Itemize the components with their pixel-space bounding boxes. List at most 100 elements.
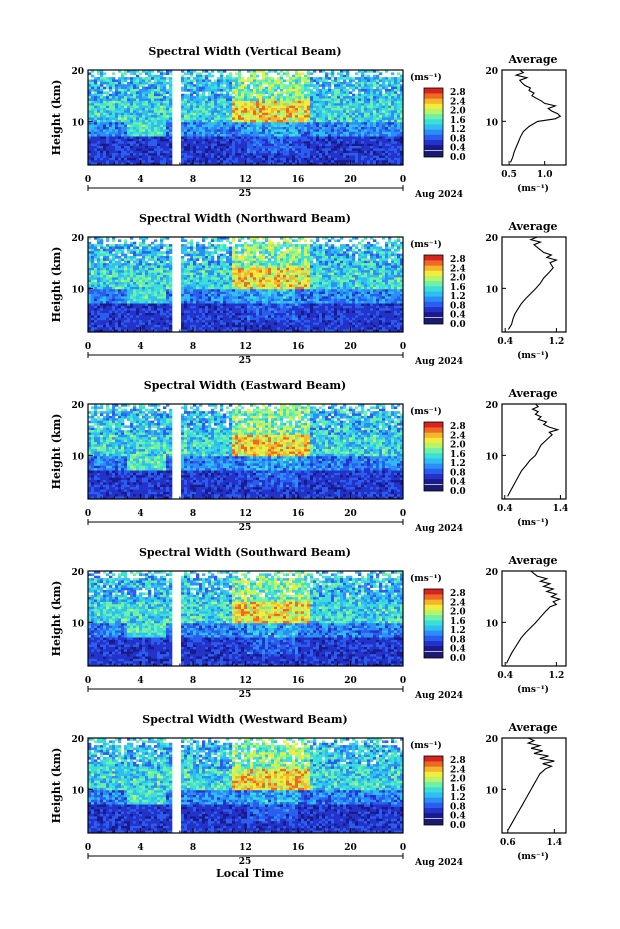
heatmap-cell	[220, 115, 224, 118]
heatmap-cell	[94, 91, 98, 95]
heatmap-cell	[397, 124, 401, 128]
heatmap-cell	[298, 105, 302, 109]
heatmap-cell	[313, 162, 317, 166]
heatmap-cell	[106, 310, 110, 314]
heatmap-cell	[247, 89, 251, 92]
heatmap-cell	[277, 86, 281, 90]
heatmap-cell	[253, 117, 257, 121]
heatmap-cell	[94, 244, 98, 247]
heatmap-cell	[274, 89, 278, 92]
heatmap-cell	[124, 150, 128, 154]
heatmap-cell	[106, 305, 110, 309]
heatmap-cell	[163, 317, 167, 321]
heatmap-cell	[298, 72, 302, 76]
heatmap-cell	[382, 117, 386, 121]
heatmap-cell	[301, 119, 305, 123]
heatmap-cell	[364, 96, 368, 99]
heatmap-cell	[337, 150, 341, 154]
heatmap-cell	[103, 148, 107, 152]
heatmap-cell	[154, 260, 158, 264]
heatmap-cell	[169, 270, 173, 273]
heatmap-cell	[91, 308, 95, 311]
heatmap-cell	[142, 79, 146, 83]
heatmap-cell	[157, 253, 161, 257]
heatmap-cell	[280, 98, 284, 102]
heatmap-cell	[331, 129, 335, 133]
heatmap-cell	[121, 105, 125, 109]
heatmap-cell	[385, 127, 389, 130]
heatmap-cell	[292, 93, 296, 97]
heatmap-cell	[136, 310, 140, 314]
heatmap-cell	[196, 89, 200, 92]
heatmap-cell	[148, 150, 152, 154]
heatmap-cell	[208, 117, 212, 121]
heatmap-cell	[274, 103, 278, 106]
heatmap-cell	[121, 315, 125, 319]
heatmap-cell	[391, 105, 395, 109]
heatmap-cell	[301, 127, 305, 130]
heatmap-cell	[226, 148, 230, 152]
heatmap-cell	[181, 148, 185, 152]
heatmap-cell	[250, 150, 254, 154]
heatmap-cell	[259, 96, 263, 99]
heatmap-cell	[400, 162, 404, 166]
heatmap-cell	[286, 160, 290, 163]
heatmap-cell	[88, 153, 92, 156]
heatmap-cell	[322, 112, 326, 116]
heatmap-cell	[142, 103, 146, 106]
heatmap-cell	[109, 124, 113, 128]
heatmap-cell	[280, 84, 284, 87]
heatmap-cell	[394, 141, 398, 144]
heatmap-cell	[232, 150, 236, 154]
heatmap-cell	[346, 89, 350, 92]
heatmap-cell	[94, 329, 98, 333]
heatmap-cell	[265, 115, 269, 118]
heatmap-cell	[205, 103, 209, 106]
heatmap-cell	[88, 91, 92, 95]
heatmap-cell	[295, 136, 299, 140]
heatmap-cell	[361, 86, 365, 90]
heatmap-cell	[319, 96, 323, 99]
heatmap-cell	[115, 141, 119, 144]
heatmap-cell	[88, 105, 92, 109]
heatmap-cell	[223, 136, 227, 140]
heatmap-cell	[337, 124, 341, 128]
heatmap-cell	[352, 141, 356, 144]
heatmap-cell	[124, 286, 128, 290]
heatmap-cell	[196, 141, 200, 144]
heatmap-cell	[106, 322, 110, 326]
heatmap-cell	[259, 155, 263, 159]
heatmap-cell	[208, 84, 212, 87]
heatmap-cell	[322, 70, 326, 73]
heatmap-cell	[211, 93, 215, 97]
heatmap-cell	[310, 153, 314, 156]
heatmap-cell	[94, 237, 98, 240]
heatmap-cell	[343, 112, 347, 116]
heatmap-cell	[133, 270, 137, 273]
heatmap-cell	[124, 267, 128, 271]
heatmap-cell	[151, 291, 155, 295]
heatmap-cell	[106, 117, 110, 121]
heatmap-cell	[139, 263, 143, 266]
heatmap-cell	[304, 157, 308, 161]
heatmap-cell	[109, 141, 113, 144]
heatmap-cell	[358, 112, 362, 116]
heatmap-cell	[367, 129, 371, 133]
heatmap-cell	[283, 127, 287, 130]
heatmap-cell	[169, 308, 173, 311]
heatmap-cell	[394, 103, 398, 106]
heatmap-cell	[229, 141, 233, 144]
heatmap-cell	[271, 155, 275, 159]
heatmap-cell	[376, 146, 380, 149]
heatmap-cell	[118, 296, 122, 300]
heatmap-cell	[271, 86, 275, 90]
heatmap-cell	[313, 122, 317, 125]
heatmap-cell	[100, 324, 104, 328]
heatmap-cell	[169, 136, 173, 140]
heatmap-cell	[241, 77, 245, 80]
heatmap-cell	[301, 134, 305, 137]
heatmap-cell	[148, 98, 152, 102]
heatmap-cell	[142, 313, 146, 316]
heatmap-cell	[277, 115, 281, 118]
heatmap-cell	[268, 93, 272, 97]
